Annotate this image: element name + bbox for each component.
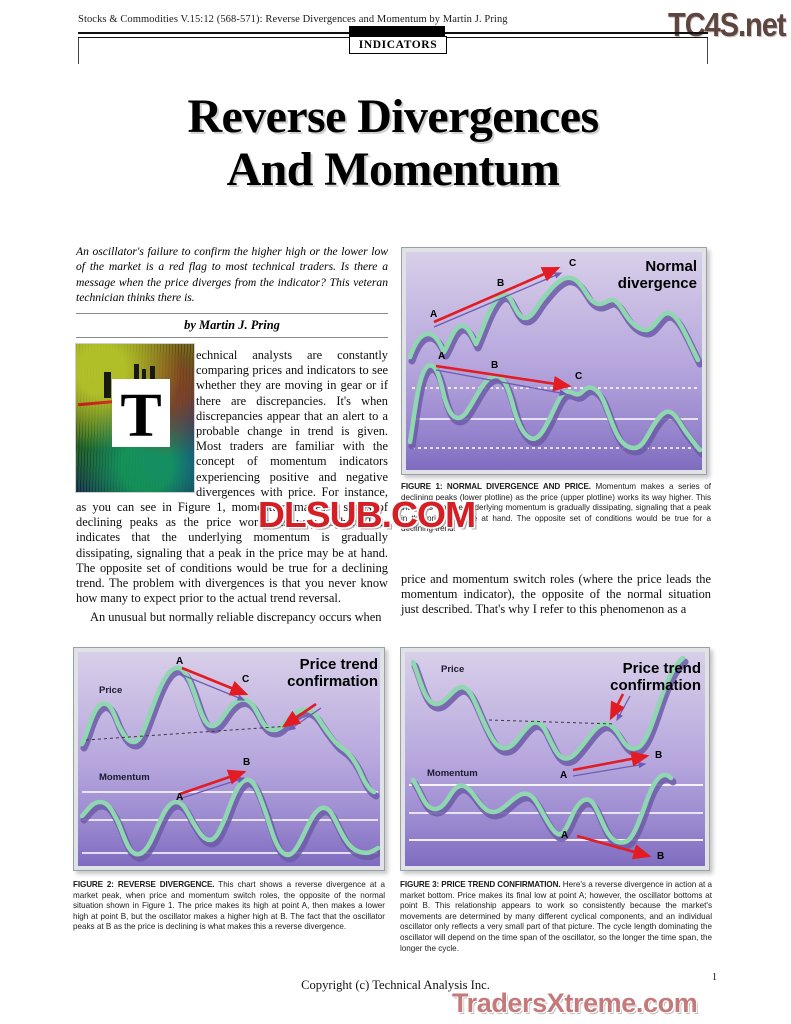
figure-3-series-price-label: Price [441, 664, 465, 675]
figure-2-price-red-arrow [181, 666, 249, 696]
figure-2-momentum-red-arrow [179, 769, 247, 796]
figure-2-callout-red-arrow [281, 702, 317, 728]
figure-3-svg [409, 655, 703, 860]
figure-2-plot: Price trend confirmation Price Momentum … [78, 652, 380, 866]
figure-1-price-shadow [408, 278, 702, 368]
figure-1-caption-text: Momentum makes a series of declining pea… [401, 482, 712, 534]
figure-3-frame: Price trend confirmation Price Momentum … [400, 647, 710, 871]
title-line-2: And Momentum [226, 143, 560, 196]
title-line-1: Reverse Divergences [187, 90, 599, 143]
figure-1-price-point-c: C [569, 258, 577, 269]
figure-2-annotation-line-2: confirmation [287, 673, 378, 690]
page-title: Reverse Divergences And Momentum [78, 90, 708, 196]
figure-3: Price trend confirmation Price Momentum … [400, 647, 710, 871]
article-byline: by Martin J. Pring [184, 318, 280, 332]
figure-1-price-violet-arrow [433, 272, 563, 328]
figure-1-price-red-arrow [433, 266, 561, 324]
figure-2: Price trend confirmation Price Momentum … [73, 647, 385, 871]
figure-2-price-line [79, 665, 377, 795]
figure-2-momentum-point-b: B [243, 757, 251, 768]
figure-3-momentum-red-arrow [576, 834, 652, 860]
figure-3-price-red-arrow [572, 751, 650, 772]
figure-1-momentum-shadow [408, 365, 702, 458]
dropcap-text-wrap-spacer [76, 348, 196, 496]
figure-2-price-point-c: C [242, 674, 250, 685]
figure-3-series-momentum-label: Momentum [427, 768, 478, 779]
figure-1-svg [407, 266, 702, 458]
illustration-tower-1 [104, 372, 111, 398]
figure-1-momentum-point-a: A [438, 351, 446, 362]
figure-2-price-point-a: A [176, 656, 184, 667]
figure-1-caption-bold: FIGURE 1: NORMAL DIVERGENCE AND PRICE. [401, 482, 591, 491]
illustration-tower-2 [134, 364, 139, 388]
illustration-tower-3 [142, 369, 146, 388]
figure-2-series-momentum-label: Momentum [99, 772, 150, 783]
figure-3-price-point-b: B [655, 750, 663, 761]
header-right-rail [707, 38, 708, 64]
figure-1-momentum-violet-arrow [435, 369, 568, 397]
byline-rule-top [76, 313, 388, 314]
figure-1-price-line [407, 275, 701, 363]
running-head: Stocks & Commodities V.15:12 (568-571): … [78, 14, 508, 25]
figure-3-momentum-point-b: B [657, 851, 665, 862]
figure-3-price-violet-arrow [572, 761, 647, 777]
figure-2-annotation-line-1: Price trend [299, 656, 378, 673]
figure-1-price-point-b: B [497, 278, 505, 289]
figure-3-momentum-line [410, 772, 674, 845]
figure-1-plot: Normal divergence A B C A B C [406, 252, 702, 470]
body-paragraph-2-right: price and momentum switch roles (where t… [401, 572, 711, 617]
figure-2-frame: Price trend confirmation Price Momentum … [73, 647, 385, 871]
figure-3-annotation: Price trend confirmation [541, 660, 701, 694]
figure-2-support-line [85, 725, 291, 741]
body-paragraph-2-left: An unusual but normally reliable discrep… [90, 610, 382, 625]
section-tab-indicators: INDICATORS [349, 36, 447, 54]
figure-1-annotation-line-1: Normal [645, 258, 697, 275]
figure-1-caption: FIGURE 1: NORMAL DIVERGENCE AND PRICE. M… [401, 482, 711, 535]
dropcap-letter-box: T [112, 379, 170, 450]
figure-3-callout-red-arrow [609, 693, 625, 721]
figure-2-momentum-line [79, 777, 380, 858]
figure-1-momentum-point-c: C [575, 371, 583, 382]
illustration-tower-4 [150, 366, 155, 388]
figure-1-momentum-point-b: B [491, 360, 499, 371]
left-column: echnical analysts are constantly compari… [76, 348, 388, 626]
figure-1-frame: Normal divergence A B C A B C [401, 247, 707, 475]
figure-3-plot: Price trend confirmation Price Momentum … [405, 652, 705, 866]
figure-1-annotation: Normal divergence [547, 258, 697, 292]
figure-2-caption-text: This chart shows a reverse divergence at… [73, 880, 386, 932]
byline-rule-bottom [76, 337, 388, 338]
body-paragraph-1: echnical analysts are constantly compari… [76, 348, 388, 606]
figure-3-price-point-a: A [560, 770, 568, 781]
figure-1-price-point-a: A [430, 309, 438, 320]
tc4s-logo-watermark: TC4S.net [667, 6, 786, 43]
figure-3-caption: FIGURE 3: PRICE TREND CONFIRMATION. Here… [400, 880, 712, 954]
figure-1-annotation-line-2: divergence [617, 275, 697, 292]
figure-3-price-line [410, 655, 686, 761]
figure-3-caption-bold: FIGURE 3: PRICE TREND CONFIRMATION. [400, 880, 561, 889]
figure-2-momentum-point-a: A [176, 792, 184, 803]
figure-3-annotation-line-1: Price trend [622, 660, 701, 677]
figure-1-momentum-red-arrow [435, 364, 572, 392]
figure-3-caption-text: Here's a reverse divergence in action at… [400, 880, 712, 953]
figure-3-annotation-line-2: confirmation [610, 677, 701, 694]
figure-2-series-price-label: Price [99, 685, 123, 696]
header-left-rail [78, 38, 79, 64]
figure-2-caption: FIGURE 2: REVERSE DIVERGENCE. This chart… [73, 880, 385, 933]
figure-2-annotation: Price trend confirmation [210, 656, 378, 690]
dropcap-letter: T [120, 382, 162, 450]
figure-2-svg [79, 665, 380, 863]
article-deck: An oscillator's failure to confirm the h… [76, 245, 388, 305]
figure-1-momentum-line [407, 363, 702, 453]
figure-3-resistance-line [488, 719, 616, 725]
footer-page-number: 1 [712, 972, 717, 983]
footer-copyright: Copyright (c) Technical Analysis Inc. [301, 978, 490, 992]
figure-2-caption-bold: FIGURE 2: REVERSE DIVERGENCE. [73, 880, 215, 889]
figure-2-price-violet-arrow [179, 673, 246, 701]
figure-1: Normal divergence A B C A B C [401, 247, 707, 475]
figure-3-momentum-point-a: A [561, 830, 569, 841]
section-tab-bar [349, 26, 445, 36]
